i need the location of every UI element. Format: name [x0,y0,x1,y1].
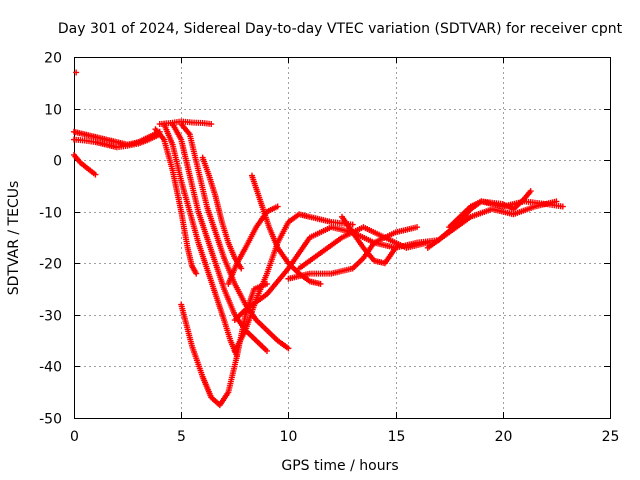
x-tick-label: 0 [70,429,79,445]
data-point-evening-b [527,188,534,195]
data-point-evening-c [553,198,560,205]
plot-frame [74,57,611,419]
y-tick-label: -10 [39,206,62,222]
y-axis-title: SDTVAR / TECUs [6,181,22,296]
y-tick-label: 20 [44,51,62,67]
x-tick-label: 15 [388,429,406,445]
data-point-cross-b [414,224,421,231]
x-tick-label: 20 [495,429,513,445]
x-axis-title: GPS time / hours [281,458,398,474]
y-tick-label: -40 [39,360,62,376]
data-points [71,69,566,409]
data-point-late-a [317,280,324,287]
x-tick-label: 10 [280,429,298,445]
data-point-rise-8h [349,221,356,228]
y-tick-label: 10 [44,103,62,119]
data-point-rise-to-9h [274,203,281,210]
y-tick-label: -30 [39,309,62,325]
y-tick-label: 0 [53,154,62,170]
data-point-evening-rise [559,203,566,210]
data-point-steep-6h [238,265,245,272]
x-tick-label: 25 [602,429,620,445]
data-point-start-dip [92,171,99,178]
y-tick-label: -20 [39,257,62,273]
data-point-outlier [73,69,80,76]
data-point-top-band [208,121,215,128]
data-point-arc-4 [285,345,292,352]
data-point-arc-1 [193,270,200,277]
y-tick-label: -50 [39,412,62,428]
chart-title: Day 301 of 2024, Sidereal Day-to-day VTE… [58,21,623,37]
axis-ticks [74,57,611,419]
x-tick-label: 5 [177,429,186,445]
axis-tick-labels: 0 5 10 15 20 25 20 10 0 -10 -20 -30 -40 -50 [39,51,619,446]
data-point-arc-3 [263,347,270,354]
